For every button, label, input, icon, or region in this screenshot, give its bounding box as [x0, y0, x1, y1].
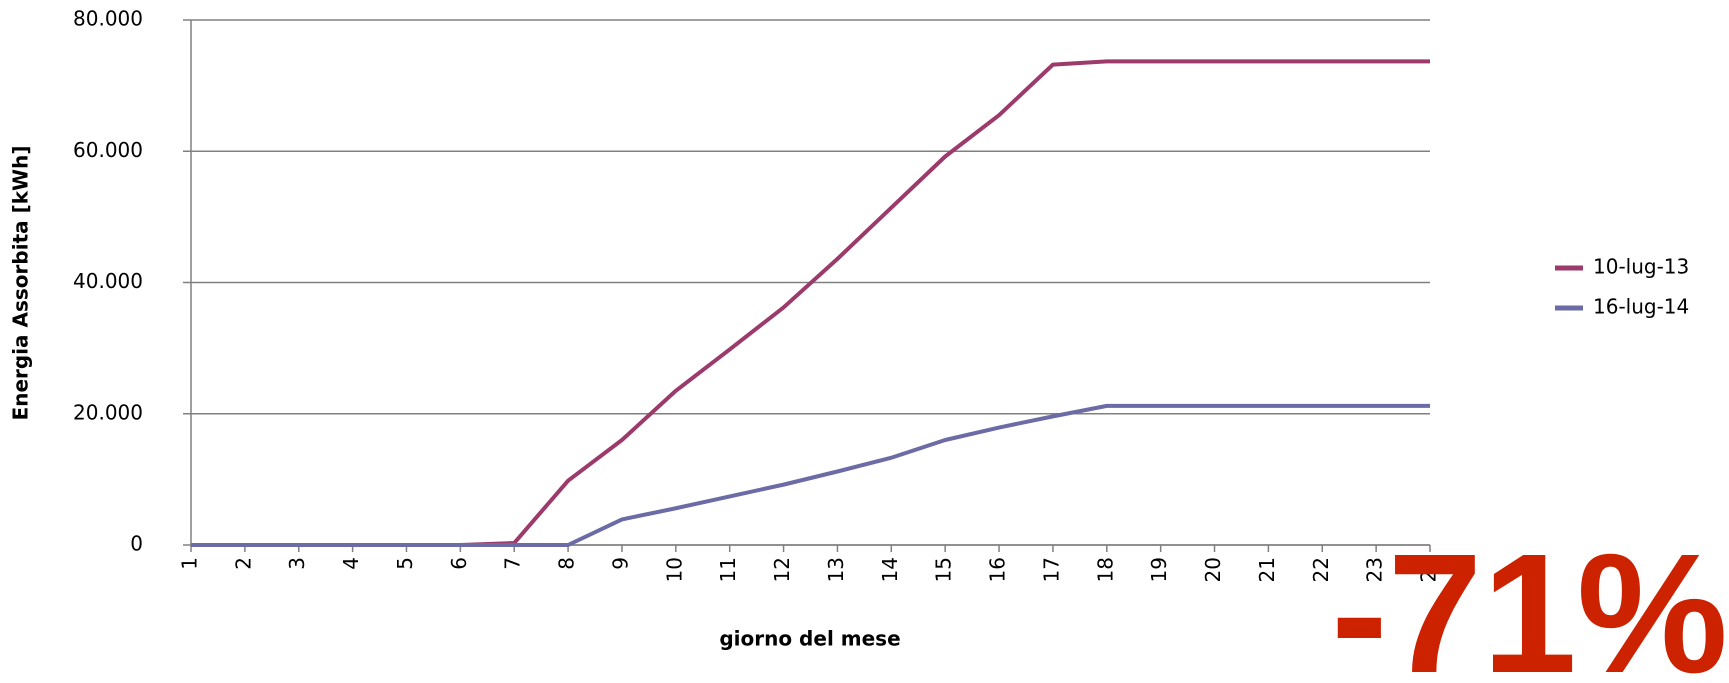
- legend-label: 10-lug-13: [1593, 255, 1689, 279]
- x-tick-label: 12: [770, 557, 794, 582]
- x-tick-label: 14: [878, 557, 902, 582]
- x-tick-label: 23: [1363, 557, 1387, 582]
- x-tick-label: 10: [662, 557, 686, 582]
- y-tick-label: 0: [130, 532, 143, 556]
- x-tick-label: 16: [986, 557, 1010, 582]
- x-tick-label: 7: [501, 557, 525, 570]
- y-axis-label: Energia Assorbita [kWh]: [9, 146, 33, 421]
- x-tick-label: 3: [285, 557, 309, 570]
- x-tick-label: 13: [824, 557, 848, 582]
- x-tick-label: 17: [1039, 557, 1063, 582]
- x-tick-label: 9: [608, 557, 632, 570]
- x-tick-label: 6: [447, 557, 471, 570]
- annotation: -71%: [1331, 519, 1728, 678]
- series-line: [191, 59, 1430, 547]
- y-tick-label: 60.000: [73, 138, 143, 162]
- x-tick-label: 15: [932, 557, 956, 582]
- x-tick-label: 1: [178, 557, 202, 570]
- x-tick-label: 20: [1201, 557, 1225, 582]
- x-tick-label: 8: [555, 557, 579, 570]
- x-tick-label: 18: [1093, 557, 1117, 582]
- x-tick-label: 2: [231, 557, 255, 570]
- x-tick-label: 22: [1309, 557, 1333, 582]
- x-tick-label: 24: [1417, 557, 1441, 582]
- y-tick-label: 20.000: [73, 400, 143, 424]
- legend-label: 16-lug-14: [1593, 295, 1689, 319]
- y-tick-label: 40.000: [73, 269, 143, 293]
- x-tick-label: 21: [1255, 557, 1279, 582]
- x-axis-label: giorno del mese: [719, 627, 900, 651]
- series-line: [191, 403, 1430, 547]
- x-tick-label: 11: [716, 557, 740, 582]
- y-tick-label: 80.000: [73, 7, 143, 31]
- x-tick-label: 4: [339, 557, 363, 570]
- x-tick-label: 19: [1147, 557, 1171, 582]
- x-tick-label: 5: [393, 557, 417, 570]
